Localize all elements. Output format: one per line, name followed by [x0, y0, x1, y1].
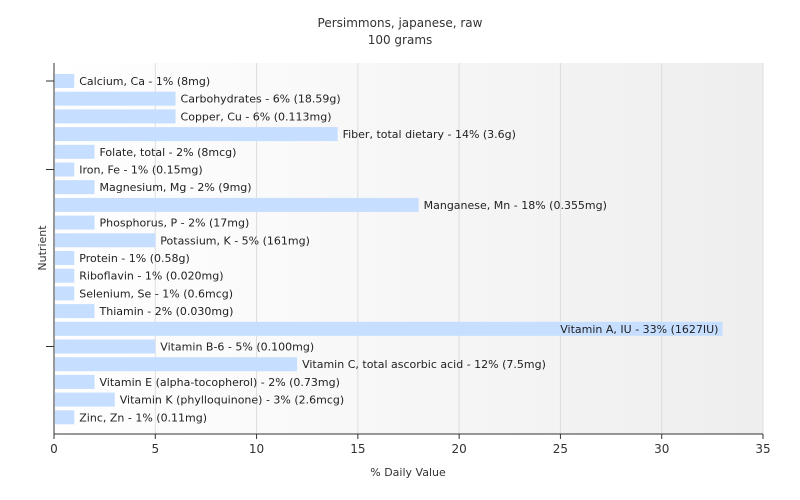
bar [55, 180, 95, 195]
bar-label: Riboflavin - 1% (0.020mg) [79, 270, 223, 283]
bar-label: Protein - 1% (0.58g) [79, 252, 190, 265]
bar [55, 127, 338, 142]
bars [55, 74, 723, 425]
chart-subtitle: 100 grams [368, 33, 433, 47]
bar [55, 374, 95, 389]
bar [55, 357, 298, 372]
bar-label: Vitamin C, total ascorbic acid - 12% (7.… [302, 358, 546, 371]
bar [55, 321, 723, 336]
bar [55, 304, 95, 319]
bar-label: Thiamin - 2% (0.030mg) [99, 305, 234, 318]
bar-label: Selenium, Se - 1% (0.6mcg) [79, 287, 233, 300]
bar-label: Phosphorus, P - 2% (17mg) [100, 217, 250, 230]
bar [55, 144, 95, 159]
bar [55, 215, 95, 230]
x-ticks: 0 5 10 15 20 25 30 35 [50, 434, 771, 456]
bar [55, 251, 75, 265]
bar [55, 286, 75, 301]
bar [55, 74, 75, 88]
bar-label: Magnesium, Mg - 2% (9mg) [100, 181, 252, 194]
x-tick-label: 25 [553, 442, 568, 456]
bar-label: Zinc, Zn - 1% (0.11mg) [79, 411, 207, 424]
bar [55, 410, 75, 425]
bar-label: Folate, total - 2% (8mcg) [100, 146, 237, 159]
axes [46, 63, 763, 435]
bar [55, 162, 75, 177]
x-tick-label: 10 [249, 442, 264, 456]
bar-labels: Calcium, Ca - 1% (8mg) Carbohydrates - 6%… [79, 75, 718, 424]
bar-label: Vitamin B-6 - 5% (0.100mg) [160, 341, 314, 354]
x-tick-label: 5 [151, 442, 159, 456]
bar [55, 339, 156, 354]
x-tick-label: 15 [350, 442, 365, 456]
bar-label: Potassium, K - 5% (161mg) [160, 234, 310, 247]
bar [55, 392, 115, 407]
bar-label: Vitamin K (phylloquinone) - 3% (2.6mcg) [120, 394, 344, 407]
y-axis-title: Nutrient [36, 225, 49, 271]
bar-label: Calcium, Ca - 1% (8mg) [79, 75, 210, 88]
bar [55, 268, 75, 283]
bar-label: Vitamin A, IU - 33% (1627IU) [560, 323, 718, 336]
grid-lines [154, 63, 764, 434]
bar-label: Manganese, Mn - 18% (0.355mg) [424, 199, 607, 212]
plot-background [54, 63, 763, 434]
chart-title: Persimmons, japanese, raw [318, 16, 483, 30]
bar-label: Vitamin E (alpha-tocopherol) - 2% (0.73m… [100, 376, 340, 389]
x-tick-label: 0 [50, 442, 58, 456]
bar [55, 91, 176, 106]
x-tick-label: 30 [654, 442, 669, 456]
bar [55, 197, 419, 212]
bar-label: Iron, Fe - 1% (0.15mg) [79, 164, 202, 177]
x-tick-label: 35 [755, 442, 770, 456]
bar [55, 109, 176, 124]
x-tick-label: 20 [452, 442, 467, 456]
bar-label: Copper, Cu - 6% (0.113mg) [181, 110, 332, 123]
bar [55, 233, 156, 248]
bar-label: Carbohydrates - 6% (18.59g) [181, 93, 341, 106]
x-axis-title: % Daily Value [370, 466, 446, 479]
bar-label: Fiber, total dietary - 14% (3.6g) [343, 128, 516, 141]
